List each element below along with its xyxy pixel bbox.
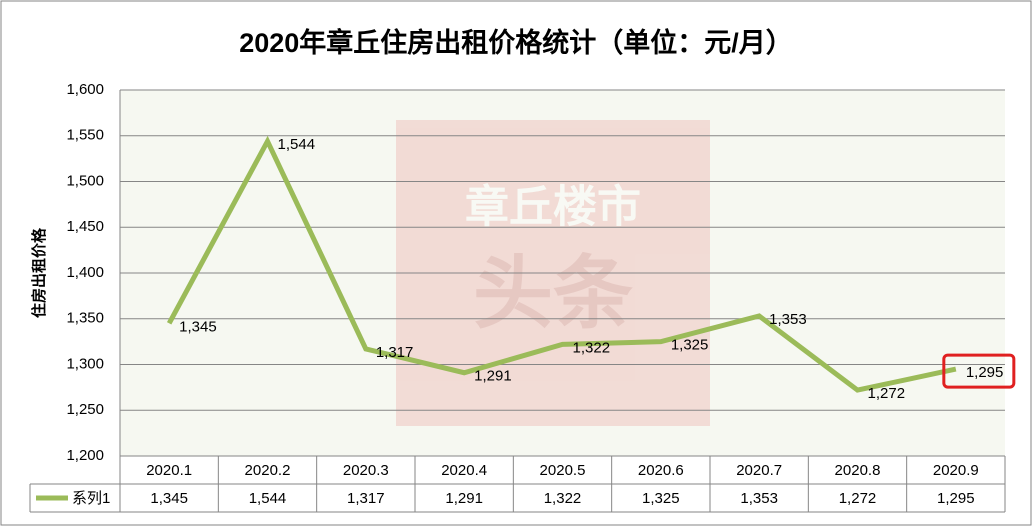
y-tick-label: 1,600	[66, 81, 104, 98]
data-label: 1,291	[474, 368, 512, 385]
highlight-box	[942, 353, 1016, 389]
table-value: 1,544	[249, 490, 287, 507]
data-label: 1,272	[868, 385, 906, 402]
data-label: 1,317	[376, 344, 414, 361]
x-tick-label: 2020.8	[835, 462, 881, 479]
y-tick-label: 1,550	[66, 127, 104, 144]
data-label: 1,345	[179, 318, 217, 335]
data-label: 1,322	[573, 339, 611, 356]
chart-title: 2020年章丘住房出租价格统计（单位：元/月）	[239, 27, 793, 58]
y-tick-label: 1,200	[66, 447, 104, 464]
table-value: 1,322	[544, 490, 582, 507]
x-tick-label: 2020.2	[245, 462, 291, 479]
y-tick-label: 1,500	[66, 172, 104, 189]
table-value: 1,317	[347, 490, 385, 507]
legend-label: 系列1	[72, 490, 110, 507]
table-value: 1,353	[740, 490, 778, 507]
y-tick-label: 1,350	[66, 310, 104, 327]
y-tick-label: 1,300	[66, 355, 104, 372]
data-label: 1,295	[966, 364, 1004, 381]
y-axis-label: 住房出租价格	[30, 227, 48, 318]
y-tick-label: 1,450	[66, 218, 104, 235]
x-tick-label: 2020.6	[638, 462, 684, 479]
data-label: 1,544	[278, 136, 316, 153]
x-tick-label: 2020.3	[343, 462, 389, 479]
table-value: 1,291	[445, 490, 483, 507]
x-tick-label: 2020.1	[146, 462, 192, 479]
x-tick-label: 2020.4	[441, 462, 487, 479]
y-tick-label: 1,250	[66, 401, 104, 418]
watermark-text: 头条	[473, 249, 633, 338]
table-value: 1,345	[150, 490, 188, 507]
x-tick-label: 2020.9	[933, 462, 979, 479]
y-tick-label: 1,400	[66, 264, 104, 281]
table-value: 1,325	[642, 490, 680, 507]
data-label: 1,325	[671, 337, 709, 354]
table-value: 1,272	[839, 490, 877, 507]
series-line	[166, 135, 957, 393]
x-tick-label: 2020.5	[540, 462, 586, 479]
x-tick-label: 2020.7	[736, 462, 782, 479]
watermark-text: 章丘楼市	[465, 182, 641, 232]
data-label: 1,353	[769, 311, 807, 328]
table-value: 1,295	[937, 490, 975, 507]
